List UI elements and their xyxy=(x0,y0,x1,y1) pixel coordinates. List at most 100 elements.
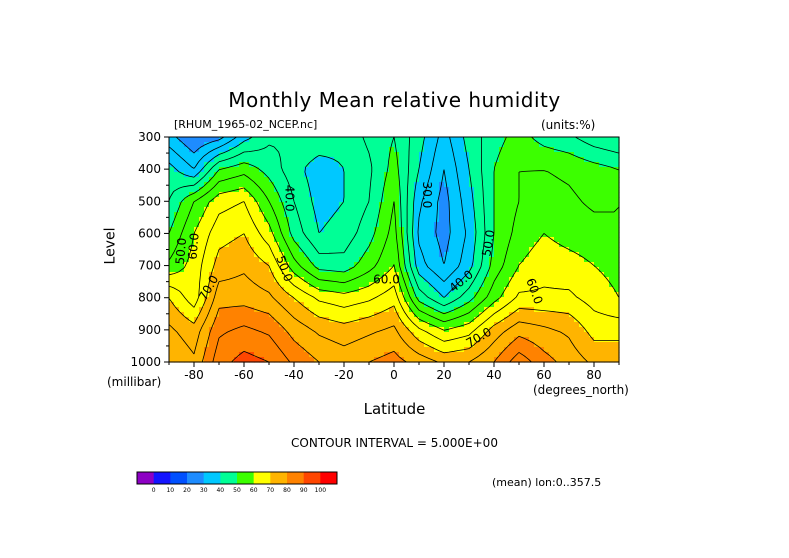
humidity-cell xyxy=(184,317,190,323)
humidity-cell xyxy=(504,192,510,198)
humidity-cell xyxy=(524,202,530,208)
humidity-cell xyxy=(509,282,515,288)
humidity-cell xyxy=(484,282,490,288)
humidity-cell xyxy=(494,302,500,308)
humidity-cell xyxy=(409,302,415,308)
humidity-cell xyxy=(479,337,485,343)
humidity-cell xyxy=(349,342,355,348)
humidity-cell xyxy=(459,197,465,203)
humidity-cell xyxy=(599,197,605,203)
humidity-cell xyxy=(194,237,200,243)
humidity-cell xyxy=(544,302,550,308)
humidity-cell xyxy=(284,327,290,333)
humidity-cell xyxy=(249,227,255,233)
humidity-cell xyxy=(319,262,325,268)
humidity-cell xyxy=(334,357,340,363)
humidity-cell xyxy=(174,267,180,273)
humidity-cell xyxy=(599,222,605,228)
humidity-cell xyxy=(244,302,250,308)
contour-label: 60.0 xyxy=(185,232,201,260)
humidity-cell xyxy=(199,347,205,353)
humidity-cell xyxy=(569,187,575,193)
humidity-cell xyxy=(459,282,465,288)
humidity-cell xyxy=(579,197,585,203)
humidity-cell xyxy=(404,262,410,268)
humidity-cell xyxy=(539,312,545,318)
humidity-cell xyxy=(269,277,275,283)
humidity-cell xyxy=(474,332,480,338)
humidity-cell xyxy=(224,287,230,293)
humidity-cell xyxy=(234,207,240,213)
humidity-cell xyxy=(609,317,615,323)
humidity-cell xyxy=(509,347,515,353)
humidity-cell xyxy=(269,177,275,183)
humidity-cell xyxy=(334,237,340,243)
humidity-cell xyxy=(204,162,210,168)
humidity-cell xyxy=(384,252,390,258)
humidity-cell xyxy=(464,162,470,168)
x-tick-label: 80 xyxy=(586,368,601,382)
humidity-cell xyxy=(494,347,500,353)
humidity-cell xyxy=(479,177,485,183)
humidity-cell xyxy=(219,192,225,198)
humidity-cell xyxy=(484,172,490,178)
colorbar: 0 10 20 30 40 50 60 70 80 90 100 xyxy=(136,471,338,494)
humidity-cell xyxy=(279,312,285,318)
humidity-cell xyxy=(314,217,320,223)
humidity-cell xyxy=(284,262,290,268)
humidity-cell xyxy=(529,357,535,363)
humidity-cell xyxy=(354,227,360,233)
humidity-cell xyxy=(369,192,375,198)
humidity-cell xyxy=(244,267,250,273)
humidity-cell xyxy=(194,327,200,333)
humidity-cell xyxy=(264,347,270,353)
humidity-cell xyxy=(314,317,320,323)
humidity-cell xyxy=(254,342,260,348)
humidity-cell xyxy=(559,202,565,208)
humidity-cell xyxy=(239,187,245,193)
humidity-cell xyxy=(454,257,460,263)
humidity-cell xyxy=(179,182,185,188)
humidity-cell xyxy=(269,152,275,158)
humidity-cell xyxy=(344,267,350,273)
humidity-cell xyxy=(264,352,270,358)
humidity-cell xyxy=(329,327,335,333)
humidity-cell xyxy=(259,212,265,218)
humidity-cell xyxy=(504,337,510,343)
humidity-cell xyxy=(459,162,465,168)
humidity-cell xyxy=(614,277,620,283)
humidity-cell xyxy=(334,167,340,173)
humidity-cell xyxy=(344,287,350,293)
humidity-cell xyxy=(379,327,385,333)
humidity-cell xyxy=(269,227,275,233)
humidity-cell xyxy=(399,192,405,198)
humidity-cell xyxy=(499,222,505,228)
humidity-cell xyxy=(174,297,180,303)
humidity-cell xyxy=(424,312,430,318)
humidity-cell xyxy=(459,307,465,313)
humidity-cell xyxy=(574,227,580,233)
humidity-cell xyxy=(554,242,560,248)
humidity-cell xyxy=(374,137,380,143)
humidity-cell xyxy=(409,232,415,238)
humidity-cell xyxy=(284,217,290,223)
humidity-cell xyxy=(424,247,430,253)
y-tick-label: 700 xyxy=(138,259,161,273)
humidity-cell xyxy=(479,212,485,218)
humidity-cell xyxy=(384,257,390,263)
humidity-cell xyxy=(394,312,400,318)
humidity-cell xyxy=(579,247,585,253)
humidity-cell xyxy=(304,187,310,193)
humidity-cell xyxy=(254,302,260,308)
humidity-cell xyxy=(589,342,595,348)
humidity-cell xyxy=(589,252,595,258)
humidity-cell xyxy=(179,222,185,228)
humidity-cell xyxy=(389,342,395,348)
humidity-cell xyxy=(254,262,260,268)
humidity-cell xyxy=(554,237,560,243)
humidity-cell xyxy=(449,277,455,283)
humidity-cell xyxy=(309,142,315,148)
humidity-cell xyxy=(174,257,180,263)
humidity-cell xyxy=(514,167,520,173)
humidity-cell xyxy=(429,302,435,308)
